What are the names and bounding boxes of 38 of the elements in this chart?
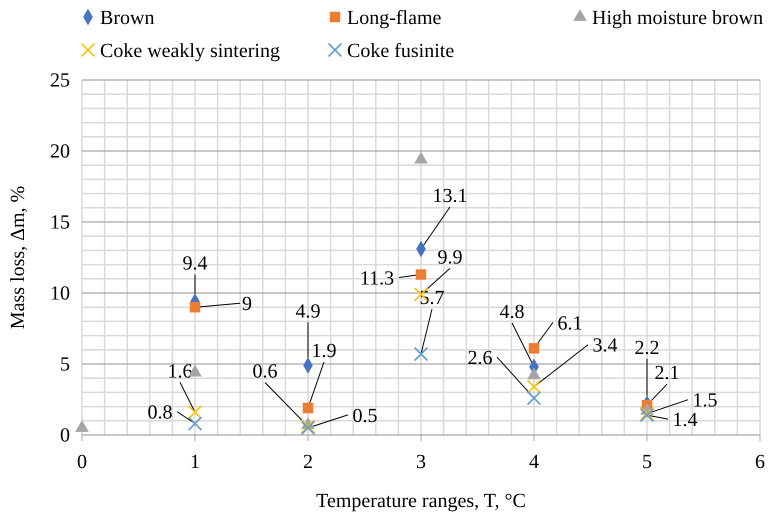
data-label: 2.1 [654,362,680,384]
data-label: 0.8 [148,402,172,424]
data-label: 2.2 [634,336,660,359]
data-label: 0.5 [352,404,378,427]
y-tick-label: 10 [50,282,70,304]
data-label: 9.9 [438,246,462,268]
y-axis-title: Mass loss, Δm, % [7,186,29,330]
data-label: 13.1 [432,184,468,207]
x-tick-label: 5 [642,451,652,473]
data-label: 9 [242,293,252,316]
y-tick-label: 15 [50,211,70,234]
legend-label: Coke fusinite [347,40,454,62]
legend-label: Coke weakly sintering [100,40,280,62]
x-tick-label: 3 [416,451,426,473]
data-label: 0.6 [252,360,278,382]
x-tick-label: 1 [190,451,200,473]
y-tick-label: 25 [50,69,70,92]
x-tick-label: 2 [303,451,313,473]
data-label: 3.4 [592,334,618,357]
y-tick-label: 5 [60,353,70,376]
x-tick-label: 6 [755,451,765,473]
y-tick-label: 0 [60,424,70,446]
legend-label: Brown [100,7,154,29]
x-axis-title: Temperature ranges, T, °C [316,490,526,512]
legend-label: High moisture brown [592,7,764,29]
data-label: 6.1 [558,312,582,334]
data-label: 4.8 [500,300,524,323]
data-label: 1.9 [312,340,336,362]
data-label: 9.4 [182,252,208,275]
data-label: 1.4 [672,409,698,432]
data-label: 11.3 [360,268,394,290]
data-label: 4.9 [296,300,320,322]
data-label: 1.5 [692,390,718,412]
x-tick-label: 0 [77,451,87,473]
x-tick-label: 4 [529,451,539,473]
data-label: 2.6 [468,347,492,370]
legend-label: Long-flame [347,7,442,29]
y-tick-label: 20 [50,140,70,162]
